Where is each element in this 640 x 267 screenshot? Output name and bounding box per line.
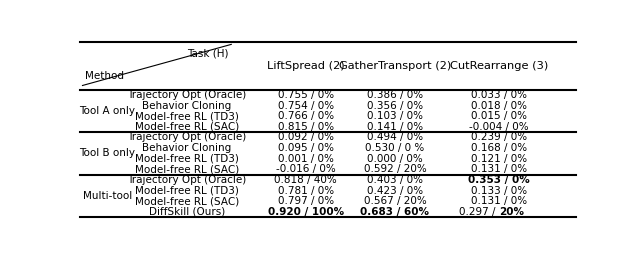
Text: Multi-tool: Multi-tool [83,191,132,201]
Text: Tool B only: Tool B only [79,148,135,158]
Text: 0.356 / 0%: 0.356 / 0% [367,101,423,111]
Text: Model-free RL (SAC): Model-free RL (SAC) [134,164,239,174]
Text: 0.815 / 0%: 0.815 / 0% [278,122,333,132]
Text: 0.766 / 0%: 0.766 / 0% [278,111,333,121]
Text: 0.353 / 0%: 0.353 / 0% [468,175,530,185]
Text: DiffSkill (Ours): DiffSkill (Ours) [148,207,225,217]
Text: Trajectory Opt (Oracle): Trajectory Opt (Oracle) [127,90,246,100]
Text: 0.592 / 20%: 0.592 / 20% [364,164,426,174]
Text: 0.141 / 0%: 0.141 / 0% [367,122,423,132]
Text: 0.423 / 0%: 0.423 / 0% [367,186,423,195]
Text: -0.004 / 0%: -0.004 / 0% [469,122,529,132]
Text: Trajectory Opt (Oracle): Trajectory Opt (Oracle) [127,132,246,142]
Text: 0.131 / 0%: 0.131 / 0% [471,164,527,174]
Text: CutRearrange (3): CutRearrange (3) [450,61,548,71]
Text: 0.131 / 0%: 0.131 / 0% [471,196,527,206]
Text: Behavior Cloning: Behavior Cloning [142,101,231,111]
Text: 0.683 / 60%: 0.683 / 60% [360,207,429,217]
Text: 0.494 / 0%: 0.494 / 0% [367,132,423,142]
Text: 0.033 / 0%: 0.033 / 0% [471,90,527,100]
Text: 0.000 / 0%: 0.000 / 0% [367,154,423,164]
Text: Tool A only: Tool A only [79,106,135,116]
Text: Task (H): Task (H) [188,49,229,58]
Text: Model-free RL (SAC): Model-free RL (SAC) [134,122,239,132]
Text: 0.121 / 0%: 0.121 / 0% [471,154,527,164]
Text: 0.754 / 0%: 0.754 / 0% [278,101,333,111]
Text: 0.168 / 0%: 0.168 / 0% [471,143,527,153]
Text: 0.818 / 40%: 0.818 / 40% [275,175,337,185]
Text: 0.920 / 100%: 0.920 / 100% [268,207,344,217]
Text: 0.386 / 0%: 0.386 / 0% [367,90,423,100]
Text: 0.755 / 0%: 0.755 / 0% [278,90,333,100]
Text: Model-free RL (TD3): Model-free RL (TD3) [134,111,239,121]
Text: Behavior Cloning: Behavior Cloning [142,143,231,153]
Text: 0.239 / 0%: 0.239 / 0% [471,132,527,142]
Text: GatherTransport (2): GatherTransport (2) [339,61,451,71]
Text: 0.015 / 0%: 0.015 / 0% [471,111,527,121]
Text: 0.018 / 0%: 0.018 / 0% [471,101,527,111]
Text: 20%: 20% [499,207,524,217]
Text: Model-free RL (SAC): Model-free RL (SAC) [134,196,239,206]
Text: 0.103 / 0%: 0.103 / 0% [367,111,423,121]
Text: 0.567 / 20%: 0.567 / 20% [364,196,426,206]
Text: Trajectory Opt (Oracle): Trajectory Opt (Oracle) [127,175,246,185]
Text: 0.133 / 0%: 0.133 / 0% [471,186,527,195]
Text: Model-free RL (TD3): Model-free RL (TD3) [134,154,239,164]
Text: 0.403 / 0%: 0.403 / 0% [367,175,423,185]
Text: 0.092 / 0%: 0.092 / 0% [278,132,333,142]
Text: Model-free RL (TD3): Model-free RL (TD3) [134,186,239,195]
Text: 0.297 /: 0.297 / [460,207,499,217]
Text: -0.016 / 0%: -0.016 / 0% [276,164,335,174]
Text: 0.095 / 0%: 0.095 / 0% [278,143,333,153]
Text: LiftSpread (2): LiftSpread (2) [267,61,344,71]
Text: Method: Method [85,71,124,81]
Text: 0.781 / 0%: 0.781 / 0% [278,186,333,195]
Text: 0.001 / 0%: 0.001 / 0% [278,154,333,164]
Text: 0.530 / 0 %: 0.530 / 0 % [365,143,424,153]
Text: 0.797 / 0%: 0.797 / 0% [278,196,333,206]
